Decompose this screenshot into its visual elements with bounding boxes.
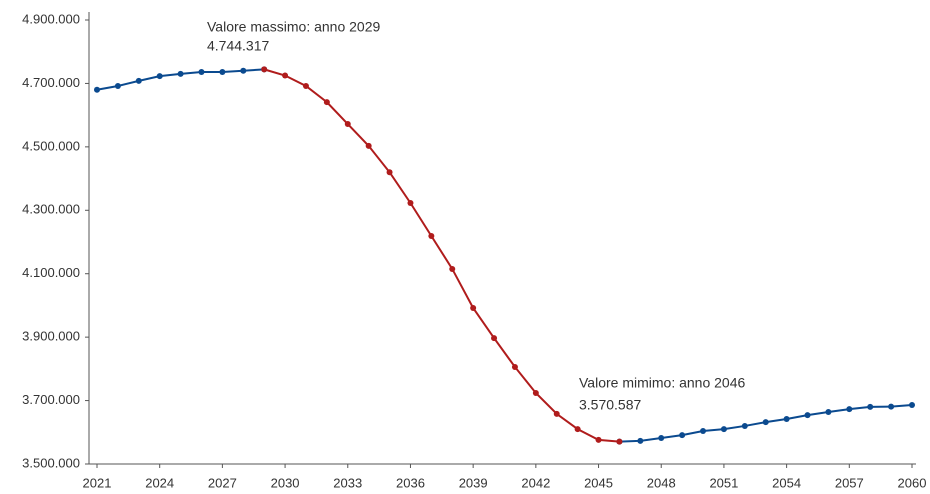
y-tick-label: 4.500.000 bbox=[22, 138, 80, 153]
y-tick-label: 3.700.000 bbox=[22, 392, 80, 407]
data-point bbox=[428, 232, 435, 239]
x-tick-label: 2057 bbox=[835, 475, 864, 490]
data-point bbox=[804, 412, 811, 419]
data-point bbox=[888, 403, 895, 410]
data-point bbox=[491, 335, 498, 342]
data-point bbox=[135, 77, 142, 84]
data-point bbox=[365, 142, 372, 149]
data-point bbox=[407, 199, 414, 206]
data-point bbox=[282, 72, 289, 79]
y-tick-label: 4.100.000 bbox=[22, 265, 80, 280]
data-point bbox=[867, 403, 874, 410]
x-tick-label: 2051 bbox=[709, 475, 738, 490]
x-tick-label: 2060 bbox=[898, 475, 927, 490]
data-point bbox=[511, 363, 518, 370]
x-tick-label: 2048 bbox=[647, 475, 676, 490]
data-point bbox=[616, 438, 623, 445]
data-point bbox=[574, 426, 581, 433]
annotation: 4.744.317 bbox=[207, 38, 269, 54]
data-point bbox=[658, 434, 665, 441]
data-point bbox=[302, 82, 309, 89]
x-tick-label: 2042 bbox=[521, 475, 550, 490]
x-tick-label: 2033 bbox=[333, 475, 362, 490]
x-tick-label: 2027 bbox=[208, 475, 237, 490]
data-point bbox=[156, 73, 163, 80]
annotation: Valore massimo: anno 2029 bbox=[207, 19, 380, 35]
x-tick-label: 2021 bbox=[83, 475, 112, 490]
data-point bbox=[909, 402, 915, 409]
data-point bbox=[700, 428, 707, 435]
annotation: Valore mimimo: anno 2046 bbox=[579, 375, 745, 391]
y-tick-label: 4.700.000 bbox=[22, 75, 80, 90]
annotation: 3.570.587 bbox=[579, 397, 641, 413]
y-tick-label: 3.500.000 bbox=[22, 455, 80, 470]
data-point bbox=[720, 426, 727, 433]
data-point bbox=[783, 415, 790, 422]
data-point bbox=[240, 67, 247, 74]
data-point bbox=[741, 422, 748, 429]
data-point bbox=[114, 82, 121, 89]
x-tick-label: 2039 bbox=[459, 475, 488, 490]
data-point bbox=[261, 66, 268, 73]
data-point bbox=[595, 436, 602, 443]
y-tick-label: 4.900.000 bbox=[22, 11, 80, 26]
series-line bbox=[263, 68, 620, 443]
data-point bbox=[470, 304, 477, 311]
data-point bbox=[219, 69, 226, 76]
x-tick-label: 2045 bbox=[584, 475, 613, 490]
data-point bbox=[846, 406, 853, 413]
data-point bbox=[679, 432, 686, 439]
data-point bbox=[94, 86, 100, 93]
data-point bbox=[637, 437, 644, 444]
y-tick-label: 4.300.000 bbox=[22, 202, 80, 217]
data-point bbox=[386, 169, 393, 176]
data-point bbox=[344, 121, 351, 128]
data-point bbox=[532, 389, 539, 396]
data-point bbox=[449, 265, 456, 272]
data-point bbox=[762, 419, 769, 426]
data-point bbox=[553, 410, 560, 417]
x-tick-label: 2054 bbox=[772, 475, 801, 490]
x-tick-label: 2030 bbox=[271, 475, 300, 490]
x-tick-label: 2036 bbox=[396, 475, 425, 490]
data-point bbox=[177, 70, 184, 77]
x-tick-label: 2024 bbox=[145, 475, 174, 490]
data-point bbox=[323, 99, 330, 106]
data-point bbox=[825, 408, 832, 415]
data-point bbox=[198, 69, 205, 76]
y-tick-label: 3.900.000 bbox=[22, 329, 80, 344]
